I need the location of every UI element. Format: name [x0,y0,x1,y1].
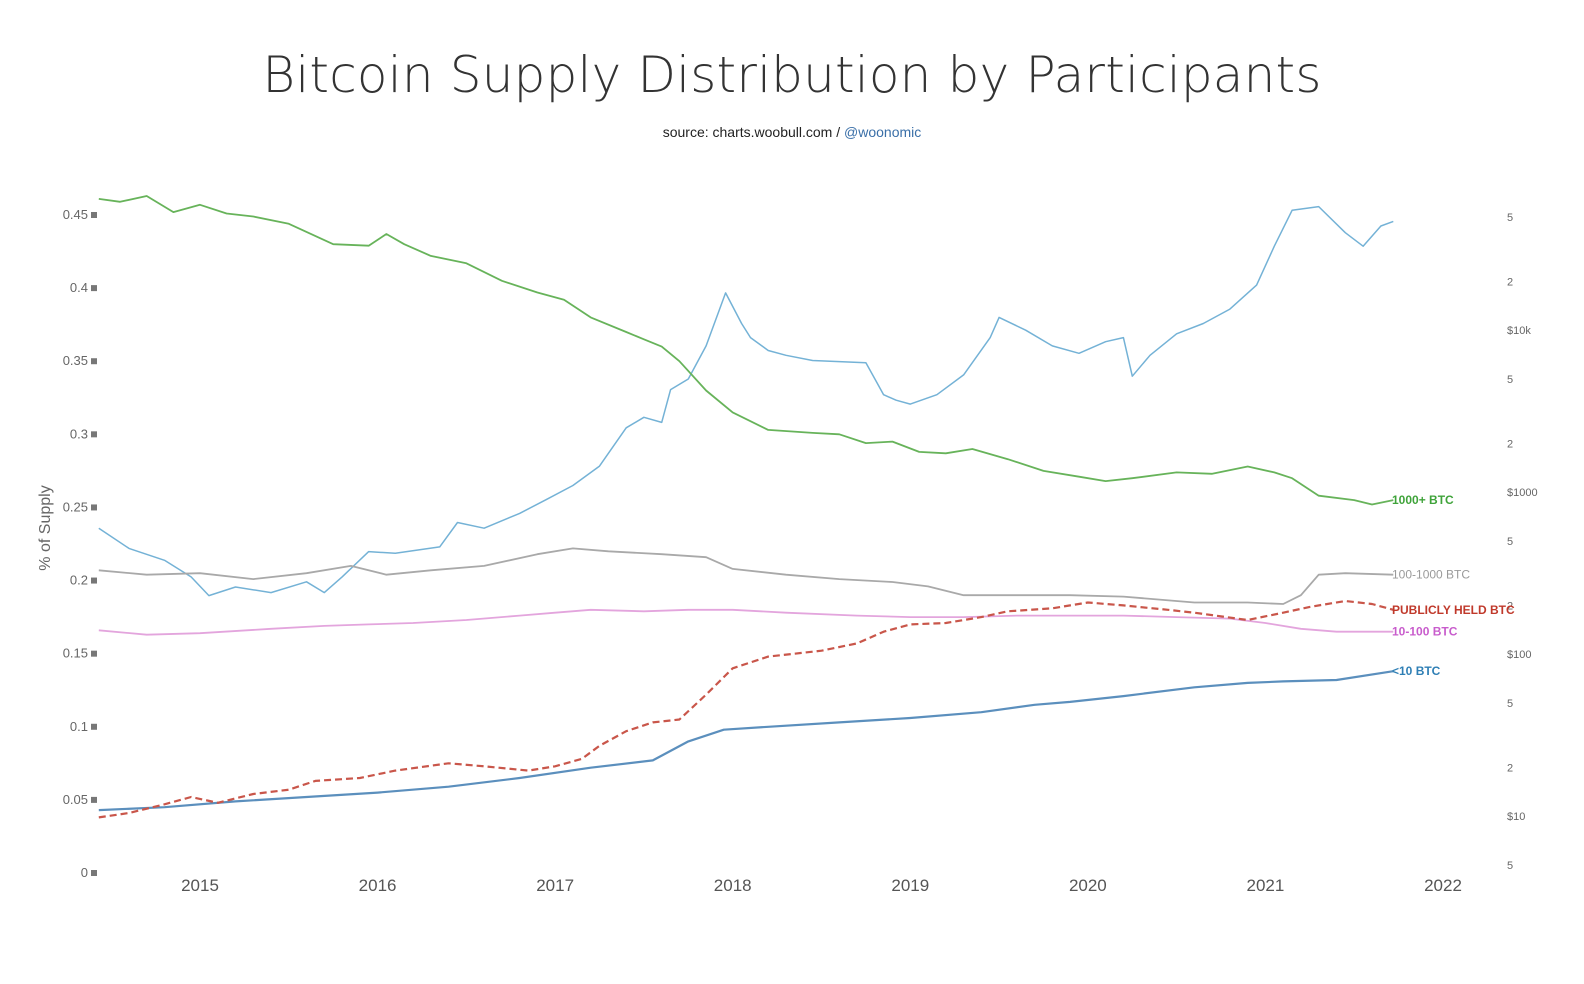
y-tick-mark [91,212,97,218]
y-tick-label: 0.05 [63,792,88,807]
y2-tick-label: 5 [1507,374,1513,386]
y-tick-label: 0.2 [70,573,88,588]
series-label: 1000+ BTC [1392,493,1454,507]
y2-tick-label: $10 [1507,811,1525,823]
x-tick-label: 2018 [714,876,752,895]
y2-tick-label: $100 [1507,649,1531,661]
y-tick-mark [91,358,97,365]
series-line--10-btc [98,670,1394,812]
series-label: <10 BTC [1392,664,1441,678]
chart-subtitle: source: charts.woobull.com / @woonomic [0,124,1584,140]
y-tick-label: 0 [81,865,88,880]
y2-tick-label: $1000 [1507,487,1538,499]
y-tick-mark [91,796,97,803]
y-tick-label: 0.25 [63,499,88,514]
x-tick-label: 2020 [1069,876,1107,895]
series-line-1000-btc [98,195,1394,506]
y-tick-mark [91,723,97,730]
y-axis-left: 0 0.05 0.1 0.15 0.2 0.25 0.3 0.35 0.4 0.45 [63,207,97,880]
y-tick-mark [91,504,97,511]
y-tick-label: 0.1 [70,719,88,734]
y-tick-mark [91,431,97,438]
y-tick-mark [91,285,97,292]
author-handle-link[interactable]: @woonomic [844,124,922,140]
x-tick-label: 2016 [359,876,397,895]
y2-tick-label: 2 [1507,438,1513,450]
x-tick-label: 2022 [1424,876,1462,895]
y-tick-mark [91,650,97,657]
series-label: PUBLICLY HELD BTC [1392,603,1515,617]
y-tick-label: 0.35 [63,353,88,368]
y-tick-mark [91,870,97,876]
series-layer [98,195,1394,819]
x-tick-label: 2019 [891,876,929,895]
y2-tick-label: 2 [1507,600,1513,612]
y-tick-label: 0.4 [70,280,88,295]
y2-tick-label: $10k [1507,325,1531,337]
y2-tick-label: 2 [1507,762,1513,774]
y-axis-label: % of Supply [37,485,54,570]
y2-tick-label: 5 [1507,536,1513,548]
price-series-line [98,205,1394,597]
series-line-10-100-btc [98,608,1394,636]
y2-tick-label: 5 [1507,212,1513,224]
series-line-100-1000-btc [98,547,1394,605]
y-tick-label: 0.15 [63,646,88,661]
y2-tick-label: 5 [1507,698,1513,710]
series-label: 10-100 BTC [1392,625,1458,639]
y2-tick-label: 5 [1507,860,1513,872]
series-label: 100-1000 BTC [1392,568,1470,582]
x-tick-label: 2021 [1247,876,1285,895]
chart-title: Bitcoin Supply Distribution by Participa… [262,46,1322,104]
y-tick-label: 0.45 [63,207,88,222]
x-tick-label: 2015 [181,876,219,895]
x-tick-label: 2017 [536,876,574,895]
series-labels: 10-100 BTC 100-1000 BTC 1000+ BTC <10 BTC PU… [1392,493,1515,678]
y-tick-label: 0.3 [70,426,88,441]
y-tick-mark [91,577,97,584]
source-text: source: charts.woobull.com / [662,124,845,140]
x-axis: 2015 2016 2017 2018 2019 2020 2021 2022 [181,876,1462,895]
series-line-publicly-held-btc [98,599,1394,819]
y2-tick-label: 2 [1507,276,1513,288]
y-axis-right-price: 5 2 $10k 5 2 $1000 5 2 $100 5 2 $10 5 [1507,212,1538,872]
